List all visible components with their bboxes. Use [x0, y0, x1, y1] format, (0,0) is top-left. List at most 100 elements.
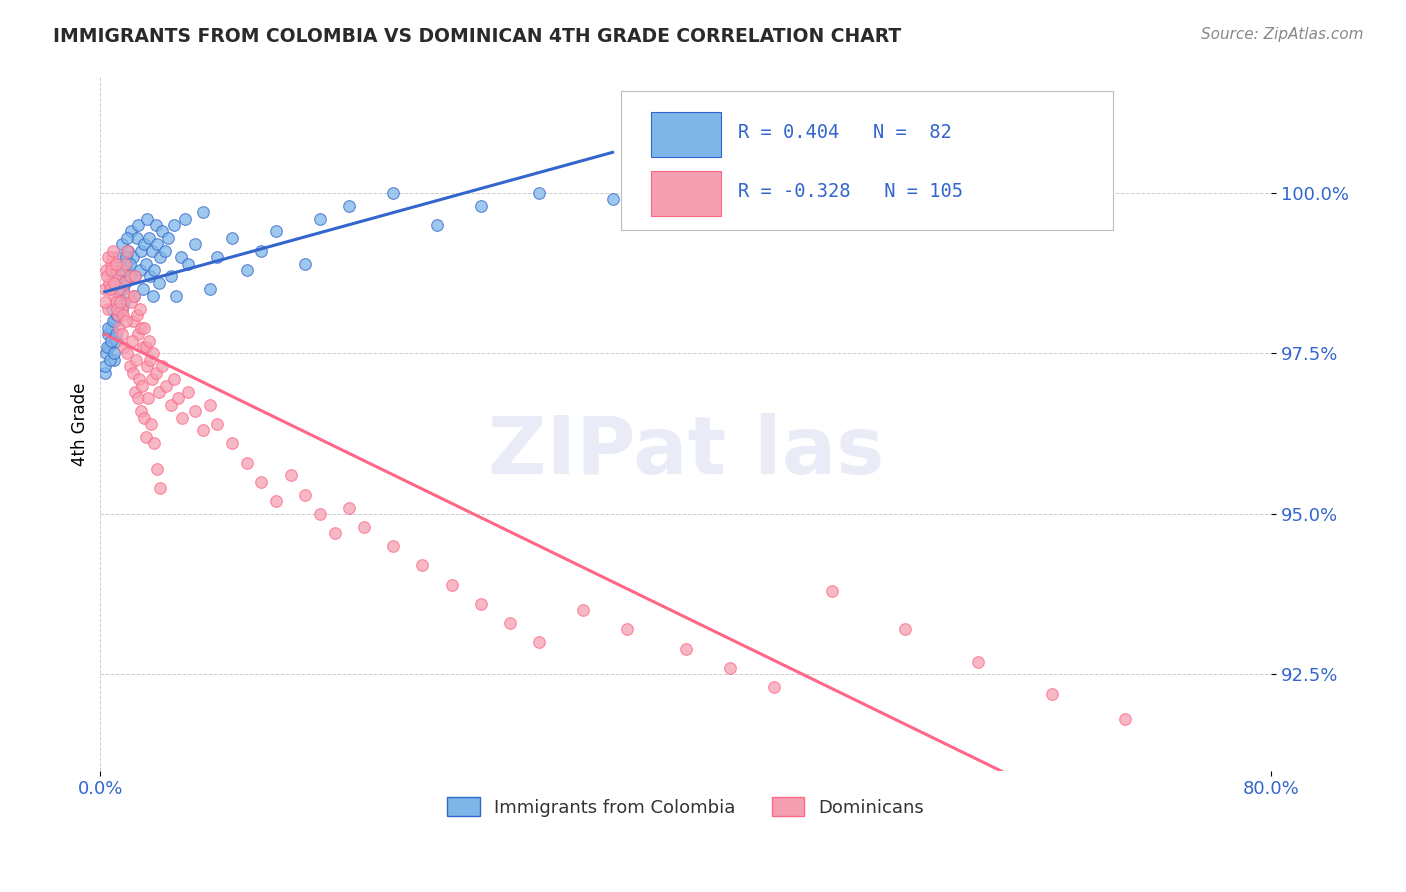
FancyBboxPatch shape: [651, 171, 721, 216]
Point: [100, 320, 122, 334]
Point: [150, 225, 173, 239]
Point: [155, 378, 177, 392]
Point: [103, 276, 125, 290]
Y-axis label: 4th Grade: 4th Grade: [72, 383, 89, 466]
Point: [103, 352, 125, 367]
Point: [148, 384, 170, 399]
Point: [108, 282, 131, 296]
Point: [131, 320, 153, 334]
Point: [145, 366, 167, 380]
Point: [121, 314, 143, 328]
Point: [104, 327, 127, 342]
Point: [134, 237, 156, 252]
Point: [135, 340, 157, 354]
Point: [118, 269, 141, 284]
Point: [115, 314, 138, 328]
Point: [156, 231, 179, 245]
Point: [107, 250, 129, 264]
Point: [136, 359, 159, 374]
Point: [135, 257, 157, 271]
Point: [142, 288, 165, 302]
Point: [121, 334, 143, 348]
Point: [143, 263, 166, 277]
Point: [221, 231, 243, 245]
Point: [411, 558, 433, 573]
Point: [207, 250, 229, 264]
Point: [148, 276, 170, 290]
Point: [132, 282, 155, 296]
Point: [250, 475, 273, 489]
Point: [174, 211, 197, 226]
Point: [105, 295, 128, 310]
Point: [120, 295, 142, 310]
Point: [120, 359, 142, 374]
Point: [136, 211, 159, 226]
Point: [470, 597, 492, 611]
Point: [104, 257, 127, 271]
Point: [602, 193, 624, 207]
Point: [337, 199, 360, 213]
Point: [110, 263, 132, 277]
Point: [141, 372, 163, 386]
Point: [138, 231, 160, 245]
Point: [104, 314, 127, 328]
Point: [114, 263, 136, 277]
Point: [115, 244, 138, 258]
Point: [117, 231, 139, 245]
Point: [499, 615, 522, 630]
Point: [207, 417, 229, 431]
Point: [264, 494, 287, 508]
Point: [120, 225, 142, 239]
Point: [294, 257, 316, 271]
Point: [96, 340, 118, 354]
Point: [121, 250, 143, 264]
Text: ZIPat las: ZIPat las: [488, 413, 884, 491]
Point: [98, 352, 121, 367]
Text: IMMIGRANTS FROM COLOMBIA VS DOMINICAN 4TH GRADE CORRELATION CHART: IMMIGRANTS FROM COLOMBIA VS DOMINICAN 4T…: [53, 27, 901, 45]
Point: [529, 186, 551, 200]
Point: [98, 276, 121, 290]
Point: [162, 218, 184, 232]
Point: [94, 295, 117, 310]
Point: [132, 410, 155, 425]
Point: [100, 257, 122, 271]
Point: [141, 244, 163, 258]
Point: [159, 398, 181, 412]
Point: [107, 320, 129, 334]
Point: [235, 456, 257, 470]
Point: [107, 288, 129, 302]
Point: [309, 211, 332, 226]
Point: [97, 327, 120, 342]
Point: [104, 269, 127, 284]
Point: [117, 346, 139, 360]
Point: [107, 308, 129, 322]
Point: [127, 218, 149, 232]
Point: [142, 346, 165, 360]
Point: [122, 366, 145, 380]
Point: [93, 366, 115, 380]
Point: [280, 468, 302, 483]
Point: [114, 276, 136, 290]
Point: [125, 231, 148, 245]
Point: [616, 623, 638, 637]
Point: [111, 237, 134, 252]
Point: [762, 680, 785, 694]
Point: [426, 218, 449, 232]
Point: [191, 205, 214, 219]
Point: [97, 320, 120, 334]
Point: [145, 462, 167, 476]
Point: [117, 244, 139, 258]
Point: [139, 269, 162, 284]
Point: [470, 199, 492, 213]
Point: [128, 372, 150, 386]
Point: [149, 481, 172, 495]
Point: [184, 404, 207, 418]
Point: [105, 334, 128, 348]
Point: [94, 359, 117, 374]
Point: [198, 282, 221, 296]
Point: [108, 282, 131, 296]
Point: [100, 263, 122, 277]
Point: [264, 225, 287, 239]
Point: [110, 301, 132, 316]
Point: [572, 603, 595, 617]
